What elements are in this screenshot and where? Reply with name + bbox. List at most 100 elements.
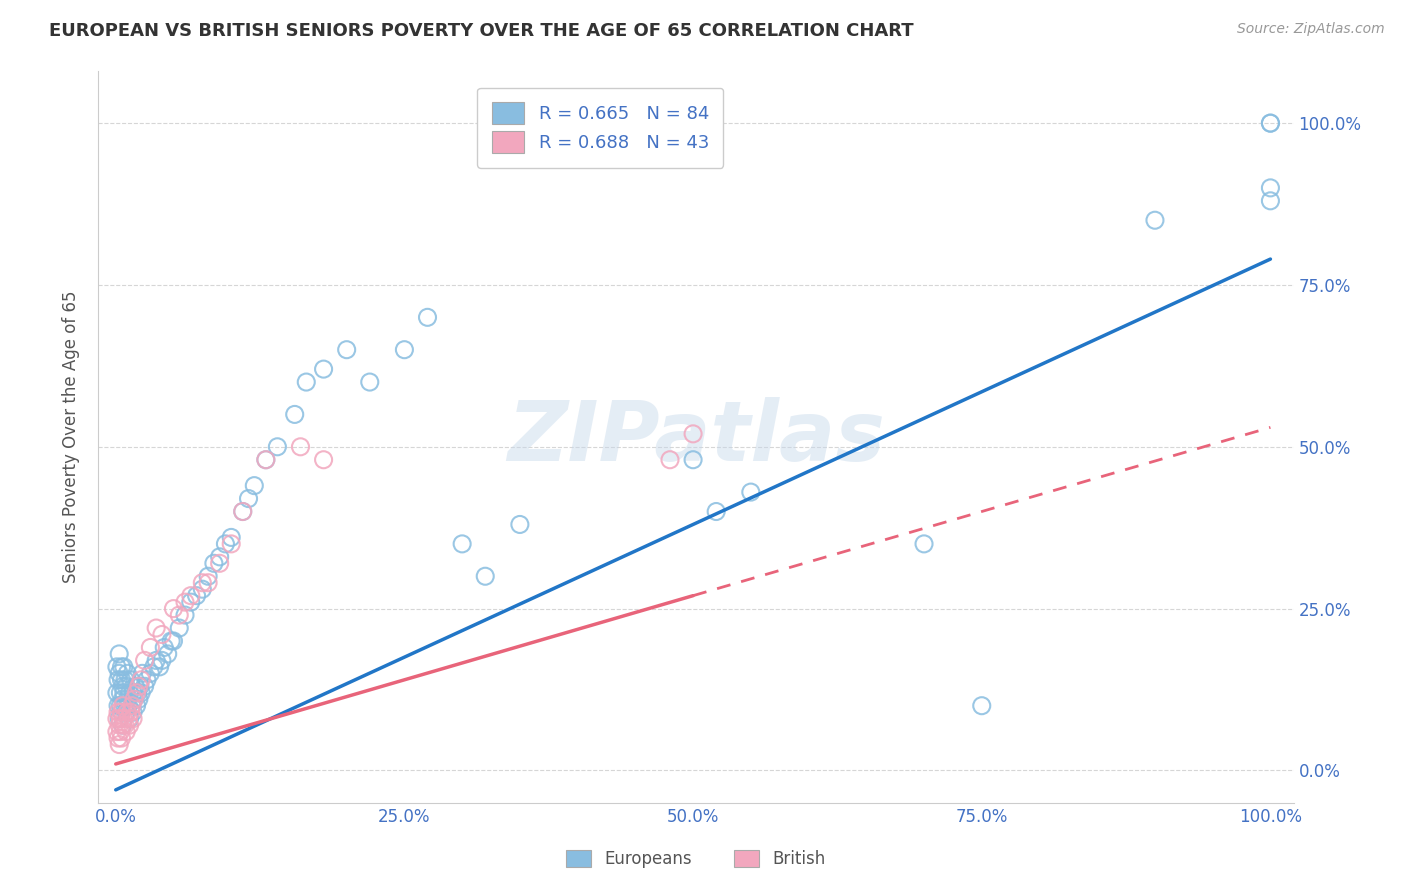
Point xyxy=(110,660,132,674)
Point xyxy=(243,478,266,492)
Point xyxy=(191,575,214,590)
Point xyxy=(162,601,184,615)
Point xyxy=(118,686,141,700)
Point xyxy=(704,504,727,518)
Point xyxy=(312,452,335,467)
Point xyxy=(142,660,165,674)
Point xyxy=(128,679,150,693)
Point xyxy=(659,452,682,467)
Point xyxy=(1143,213,1166,227)
Point xyxy=(139,666,162,681)
Point xyxy=(117,712,139,726)
Point xyxy=(110,705,132,719)
Point xyxy=(122,692,145,706)
Point xyxy=(162,634,184,648)
Point xyxy=(127,686,149,700)
Point xyxy=(1260,116,1282,130)
Point xyxy=(111,718,134,732)
Point xyxy=(134,653,156,667)
Point xyxy=(1260,116,1282,130)
Point xyxy=(416,310,439,325)
Point xyxy=(167,608,190,623)
Point xyxy=(120,705,142,719)
Point xyxy=(509,517,531,532)
Point xyxy=(174,608,197,623)
Point xyxy=(112,660,135,674)
Point xyxy=(131,666,153,681)
Point xyxy=(118,718,141,732)
Point xyxy=(111,698,134,713)
Point xyxy=(232,504,254,518)
Point xyxy=(110,698,132,713)
Point xyxy=(111,692,134,706)
Point xyxy=(180,589,202,603)
Point xyxy=(118,712,141,726)
Point xyxy=(254,452,277,467)
Point xyxy=(394,343,416,357)
Point xyxy=(197,575,219,590)
Point xyxy=(114,718,136,732)
Point xyxy=(108,712,131,726)
Point xyxy=(117,698,139,713)
Point xyxy=(290,440,312,454)
Point xyxy=(110,686,132,700)
Point xyxy=(214,537,236,551)
Point xyxy=(121,698,143,713)
Point xyxy=(197,569,219,583)
Point xyxy=(156,647,179,661)
Point xyxy=(110,724,132,739)
Point xyxy=(111,718,134,732)
Point xyxy=(150,627,173,641)
Point xyxy=(238,491,260,506)
Point xyxy=(105,724,128,739)
Point xyxy=(105,686,128,700)
Point xyxy=(219,530,242,544)
Point xyxy=(135,673,157,687)
Point xyxy=(266,440,288,454)
Point xyxy=(186,589,208,603)
Point xyxy=(122,686,145,700)
Point xyxy=(295,375,318,389)
Point xyxy=(912,537,935,551)
Point xyxy=(114,673,136,687)
Point xyxy=(153,640,176,655)
Point xyxy=(129,686,152,700)
Point xyxy=(359,375,381,389)
Point xyxy=(115,724,138,739)
Point xyxy=(114,698,136,713)
Point xyxy=(108,718,131,732)
Point xyxy=(107,698,129,713)
Point xyxy=(474,569,496,583)
Point xyxy=(110,712,132,726)
Text: Source: ZipAtlas.com: Source: ZipAtlas.com xyxy=(1237,22,1385,37)
Point xyxy=(208,557,231,571)
Y-axis label: Seniors Poverty Over the Age of 65: Seniors Poverty Over the Age of 65 xyxy=(62,291,80,583)
Point xyxy=(122,692,145,706)
Point xyxy=(970,698,993,713)
Legend: Europeans, British: Europeans, British xyxy=(560,844,832,875)
Point xyxy=(112,686,135,700)
Point xyxy=(160,634,183,648)
Point xyxy=(112,712,135,726)
Point xyxy=(128,692,150,706)
Point xyxy=(232,504,254,518)
Point xyxy=(110,673,132,687)
Point xyxy=(134,679,156,693)
Point xyxy=(336,343,359,357)
Point xyxy=(125,698,148,713)
Point xyxy=(145,653,167,667)
Point xyxy=(117,705,139,719)
Point xyxy=(108,738,131,752)
Point xyxy=(202,557,225,571)
Point xyxy=(117,666,139,681)
Point xyxy=(150,653,173,667)
Point xyxy=(107,731,129,745)
Point xyxy=(115,705,138,719)
Point xyxy=(208,549,231,564)
Point xyxy=(124,679,146,693)
Point xyxy=(120,673,142,687)
Point xyxy=(180,595,202,609)
Point xyxy=(219,537,242,551)
Point xyxy=(191,582,214,597)
Point xyxy=(451,537,474,551)
